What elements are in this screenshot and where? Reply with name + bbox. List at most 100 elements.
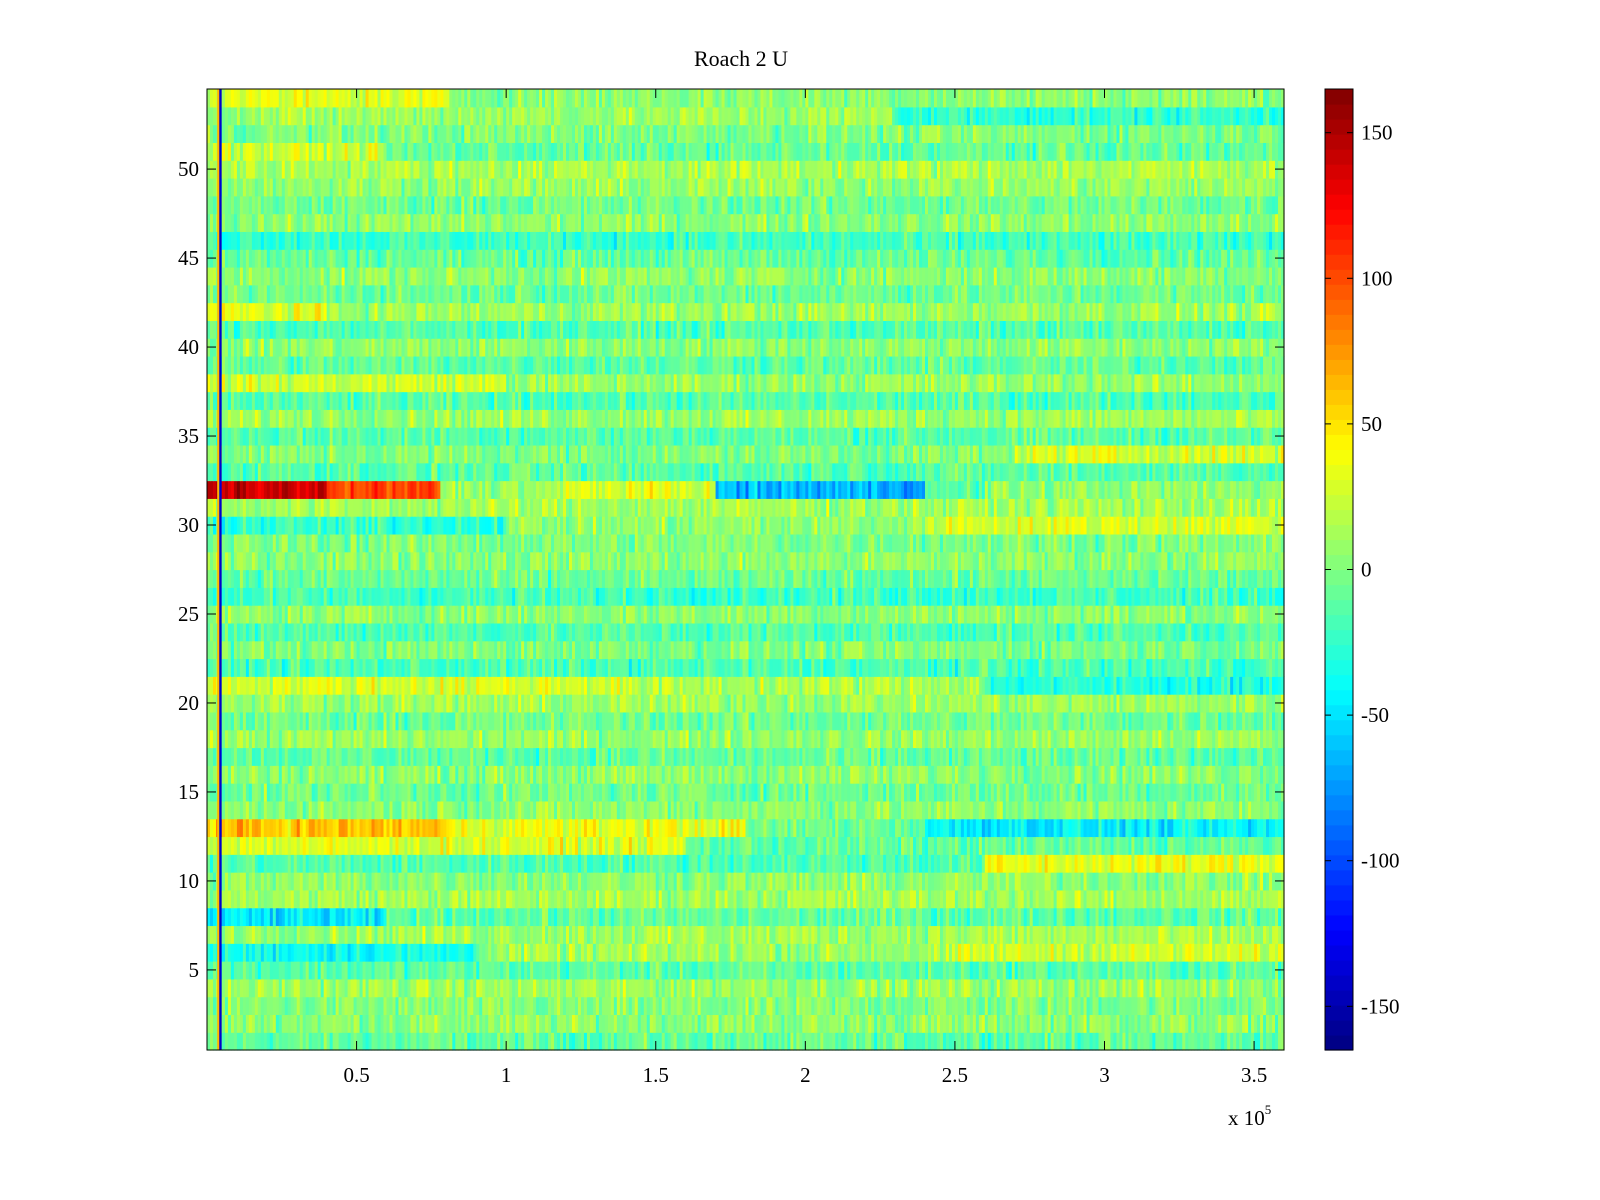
heatmap-cell — [724, 1014, 729, 1033]
heatmap-cell — [868, 978, 872, 998]
heatmap-cell — [311, 1032, 316, 1051]
heatmap-cell — [709, 1032, 714, 1051]
heatmap-cell — [1026, 996, 1031, 1016]
heatmap-cell — [966, 1032, 971, 1051]
heatmap-cell — [233, 978, 238, 998]
heatmap-cell — [212, 996, 217, 1016]
heatmap-cell — [1017, 1032, 1022, 1051]
heatmap-cell — [811, 996, 815, 1016]
heatmap-cell — [320, 961, 325, 980]
heatmap-cell — [841, 1014, 845, 1033]
heatmap-cell — [212, 1032, 217, 1051]
heatmap-cell — [984, 1032, 989, 1051]
heatmap-cell — [568, 996, 573, 1016]
heatmap-cell — [233, 1014, 238, 1033]
heatmap-cell — [652, 1032, 657, 1051]
heatmap-cell — [278, 1032, 283, 1051]
heatmap-cell — [592, 1014, 597, 1033]
heatmap-cell — [1080, 996, 1085, 1016]
heatmap-cell — [356, 996, 361, 1016]
heatmap-cell — [209, 996, 214, 1016]
heatmap-cell — [398, 1014, 403, 1033]
heatmap-cell — [233, 1032, 238, 1051]
heatmap-cell — [1068, 961, 1073, 980]
heatmap-cell — [299, 978, 304, 998]
heatmap-cell — [263, 978, 268, 998]
heatmap-cell — [1242, 1014, 1246, 1033]
heatmap-cell — [574, 943, 579, 962]
heatmap-cell — [254, 1014, 259, 1033]
heatmap-cell — [347, 996, 352, 1016]
heatmap-cell — [919, 961, 923, 980]
heatmap-cell — [431, 1014, 435, 1033]
heatmap-cell — [248, 943, 253, 962]
heatmap-cell — [500, 961, 504, 980]
heatmap-cell — [440, 978, 444, 998]
heatmap-cell — [1278, 978, 1282, 998]
heatmap-cell — [862, 978, 866, 998]
heatmap-cell — [646, 1014, 651, 1033]
heatmap-cell — [452, 996, 456, 1016]
heatmap-cell — [443, 943, 447, 962]
heatmap-cell — [1134, 1032, 1139, 1051]
heatmap-cell — [1020, 1032, 1025, 1051]
heatmap-cell — [368, 1032, 373, 1051]
heatmap-cell — [320, 943, 325, 962]
heatmap-cell — [754, 1014, 759, 1033]
heatmap-cell — [841, 1032, 845, 1051]
heatmap-cell — [425, 961, 429, 980]
heatmap-cell — [302, 1014, 307, 1033]
heatmap-cell — [598, 1032, 603, 1051]
heatmap-cell — [1218, 1032, 1222, 1051]
heatmap-cell — [733, 961, 738, 980]
heatmap-cell — [975, 1014, 980, 1033]
heatmap-cell — [461, 943, 465, 962]
heatmap-cell — [1092, 1014, 1097, 1033]
heatmap-cell — [996, 1032, 1001, 1051]
heatmap-cell — [763, 1032, 768, 1051]
heatmap-cell — [742, 961, 747, 980]
heatmap-cell — [350, 961, 355, 980]
heatmap-cell — [948, 1032, 953, 1051]
heatmap-cell — [993, 1014, 998, 1033]
heatmap-cell — [1131, 961, 1136, 980]
heatmap-cell — [362, 1014, 367, 1033]
heatmap-cell — [972, 1014, 977, 1033]
heatmap-cell — [901, 961, 905, 980]
heatmap-cell — [1248, 978, 1252, 998]
heatmap-cell — [808, 961, 812, 980]
heatmap-cell — [1086, 996, 1091, 1016]
heatmap-cell — [380, 943, 385, 962]
heatmap-cell — [691, 1032, 696, 1051]
heatmap-cell — [754, 961, 759, 980]
heatmap-cell — [1152, 961, 1156, 980]
heatmap-cell — [1041, 1014, 1046, 1033]
heatmap-cell — [317, 943, 322, 962]
heatmap-cell — [751, 961, 756, 980]
heatmap-cell — [1203, 996, 1207, 1016]
heatmap-cell — [230, 1014, 235, 1033]
heatmap-cell — [757, 996, 762, 1016]
heatmap-cell — [874, 996, 878, 1016]
heatmap-cell — [793, 1032, 797, 1051]
heatmap-cell — [1092, 1032, 1097, 1051]
heatmap-cell — [488, 943, 492, 962]
heatmap-cell — [413, 996, 418, 1016]
heatmap-cell — [1086, 1014, 1091, 1033]
heatmap-cell — [563, 943, 567, 962]
heatmap-cell — [679, 961, 684, 980]
heatmap-cell — [230, 943, 235, 962]
heatmap-cell — [1032, 996, 1037, 1016]
heatmap-cell — [862, 1014, 866, 1033]
heatmap-cell — [374, 978, 379, 998]
heatmap-cell — [781, 978, 785, 998]
heatmap-cell — [1116, 1032, 1121, 1051]
heatmap-cell — [1059, 978, 1064, 998]
heatmap-cell — [1026, 978, 1031, 998]
heatmap-cell — [1074, 978, 1079, 998]
heatmap-cell — [551, 978, 555, 998]
heatmap-cell — [1023, 1032, 1028, 1051]
heatmap-cell — [826, 978, 830, 998]
heatmap-cell — [239, 996, 244, 1016]
heatmap-cell — [1002, 961, 1007, 980]
